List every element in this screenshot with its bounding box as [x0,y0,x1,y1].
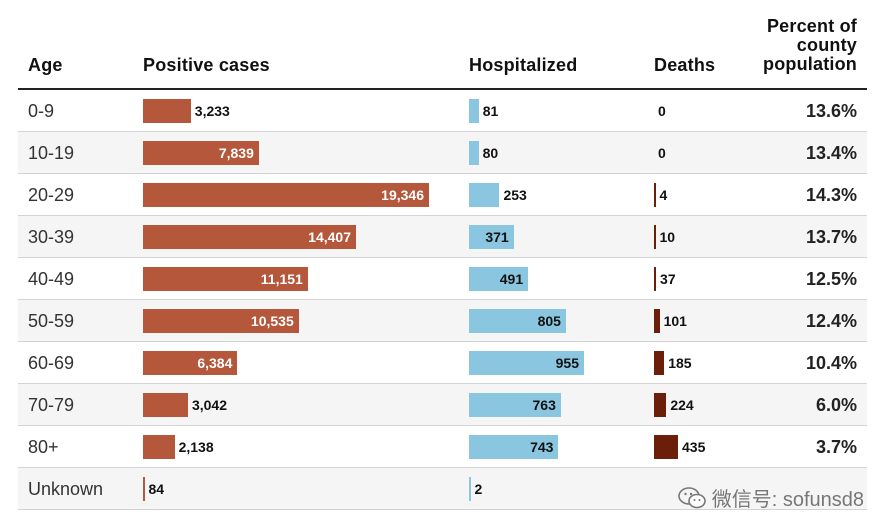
age-label: 40-49 [28,269,75,289]
hospitalized-value: 81 [482,103,499,119]
age-label: 50-59 [28,311,75,331]
cases-value: 2,138 [178,439,214,455]
deaths-value: 224 [670,397,694,413]
cases-value: 10,535 [250,313,294,329]
header-age: Age [28,55,63,75]
hospitalized-bar [469,477,471,501]
cases-bar [143,141,259,165]
table-row: 40-49 11,151 491 37 12.5% [18,258,867,300]
deaths-value: 10 [659,229,676,245]
watermark-text: 微信号: sofunsd8 [711,489,864,511]
hospitalized-value: 491 [499,271,524,287]
hospitalized-bar [469,183,500,207]
percent-population-value: 14.3% [805,185,857,205]
cases-bar [143,183,429,207]
hospitalized-value: 743 [530,439,554,455]
hospitalized-value: 371 [485,229,509,245]
age-label: Unknown [28,479,104,499]
percent-population-value: 12.4% [805,311,857,331]
cases-bar [143,351,238,375]
cases-value: 3,233 [194,103,230,119]
header-pct-line-1: Percent of [766,16,857,36]
hospitalized-bar [469,351,584,375]
header-hospitalized: Hospitalized [469,55,578,75]
header-positive-cases: Positive cases [143,55,270,75]
hospitalized-bar [469,225,514,249]
table-row: Unknown 84 2 [18,468,867,510]
hospitalized-bar [469,435,559,459]
cases-bar [143,309,299,333]
percent-population-value: 10.4% [805,353,857,373]
age-label: 30-39 [28,227,75,247]
cases-value: 7,839 [218,145,254,161]
deaths-bar [654,393,667,417]
cases-bar [143,435,175,459]
age-label: 0-9 [28,101,55,121]
hospitalized-bar [469,393,561,417]
header-pct-line-2: county [796,35,857,55]
table-row: 80+ 2,138 743 435 3.7% [18,426,867,468]
deaths-bar [654,435,678,459]
percent-population-value: 12.5% [805,269,857,289]
deaths-value: 37 [660,271,676,287]
percent-population-value: 3.7% [815,437,857,457]
percent-population-value: 13.4% [805,143,857,163]
hospitalized-value: 805 [537,313,561,329]
age-label: 20-29 [28,185,75,205]
hospitalized-value: 2 [474,481,483,497]
header-deaths: Deaths [654,55,716,75]
percent-population-value: 13.7% [805,227,857,247]
age-label: 70-79 [28,395,75,415]
deaths-value: 0 [658,103,666,119]
wechat-icon [677,486,706,509]
cases-bar [143,225,356,249]
header-percent-population: Percent of county population [763,17,857,74]
deaths-bar [654,183,656,207]
deaths-value: 435 [682,439,706,455]
age-label: 10-19 [28,143,75,163]
table-row: 70-79 3,042 763 224 6.0% [18,384,867,426]
table-row: 10-19 7,839 80 0 13.4% [18,132,867,174]
cases-value: 3,042 [191,397,228,413]
header-divider [18,88,867,90]
cases-value: 84 [148,481,165,497]
deaths-value: 185 [668,355,692,371]
hospitalized-value: 955 [555,355,579,371]
table-row: 30-39 14,407 371 10 13.7% [18,216,867,258]
table-row: 20-29 19,346 253 4 14.3% [18,174,867,216]
age-label: 80+ [28,437,59,457]
age-label: 60-69 [28,353,75,373]
hospitalized-bar [469,141,479,165]
cases-bar [143,267,308,291]
hospitalized-value: 80 [482,145,499,161]
hospitalized-bar [469,309,566,333]
cases-value: 11,151 [260,271,303,287]
hospitalized-value: 253 [503,187,527,203]
header-pct-line-3: population [763,54,857,74]
cases-bar [143,99,191,123]
deaths-value: 4 [659,187,668,203]
deaths-value: 101 [663,313,687,329]
table-row: 60-69 6,384 955 185 10.4% [18,342,867,384]
table-row: 50-59 10,535 805 101 12.4% [18,300,867,342]
cases-value: 14,407 [308,229,351,245]
percent-population-value: 6.0% [815,395,857,415]
hospitalized-bar [469,267,529,291]
table-row: 0-9 3,233 81 0 13.6% [18,90,867,132]
percent-population-value: 13.6% [805,101,857,121]
cases-bar [143,477,145,501]
cases-value: 19,346 [381,187,424,203]
hospitalized-value: 763 [532,397,556,413]
deaths-value: 0 [658,145,666,161]
deaths-bar [654,351,665,375]
deaths-bar [654,267,657,291]
cases-bar [143,393,188,417]
watermark: 微信号: sofunsd8 [677,483,864,512]
hospitalized-bar [469,99,479,123]
deaths-bar [654,225,656,249]
cases-value: 6,384 [197,355,233,371]
deaths-bar [654,309,660,333]
